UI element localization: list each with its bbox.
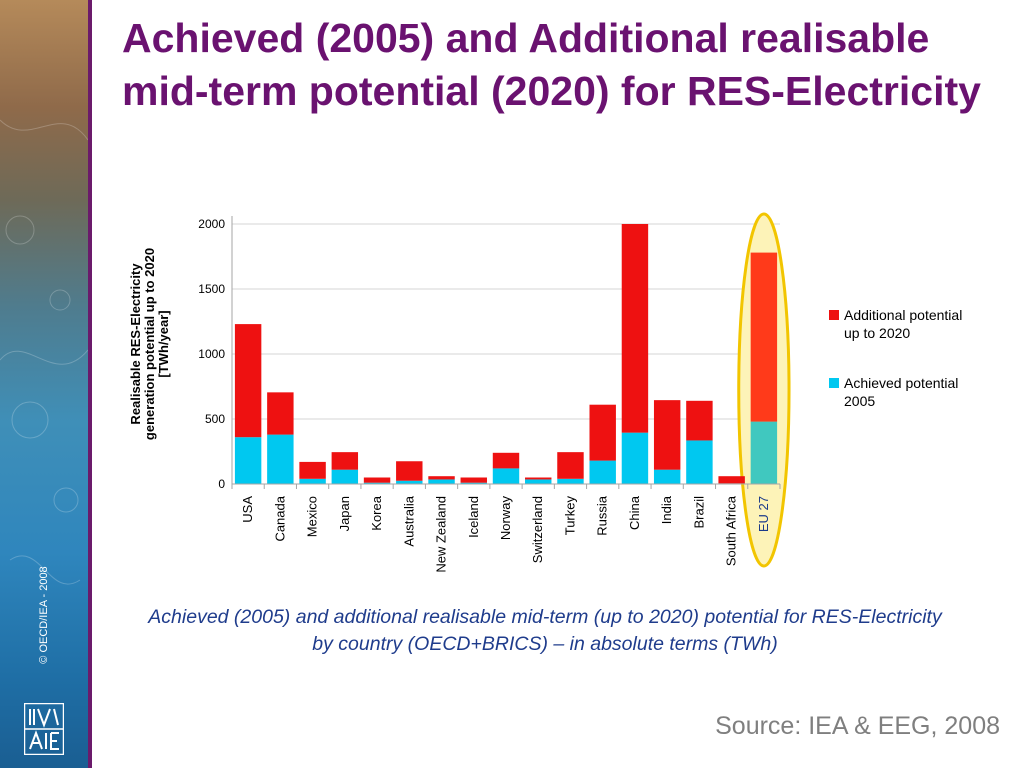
bar-korea-achieved-potential-2005 xyxy=(363,482,391,484)
bar-russia-additional-potential-up-to-2020 xyxy=(589,404,616,461)
y-tick-label-0: 0 xyxy=(218,477,225,491)
bar-india-achieved-potential-2005 xyxy=(653,469,681,484)
bar-new-zealand-additional-potential-up-to-2020 xyxy=(428,476,455,480)
x-tick-label-iceland: Iceland xyxy=(466,496,481,538)
bar-turkey-additional-potential-up-to-2020 xyxy=(557,452,584,479)
sidebar-edge xyxy=(88,0,92,768)
legend-label-line: Achieved potential xyxy=(844,375,958,391)
source-text: Source: IEA & EEG, 2008 xyxy=(715,712,1000,740)
bar-japan-additional-potential-up-to-2020 xyxy=(331,452,359,470)
x-tick-label-japan: Japan xyxy=(337,496,352,531)
bar-russia-achieved-potential-2005 xyxy=(589,460,616,484)
bar-australia-achieved-potential-2005 xyxy=(396,480,423,484)
chart-bars xyxy=(234,224,778,484)
sidebar-decoration: © OECD/IEA - 2008 xyxy=(0,0,88,768)
legend-label-achieved-potential-2005: Achieved potential 2005 xyxy=(844,375,958,409)
bar-mexico-achieved-potential-2005 xyxy=(299,478,326,484)
legend-label-line: up to 2020 xyxy=(844,325,910,341)
x-tick-label-switzerland: Switzerland xyxy=(530,496,545,563)
x-tick-label-china: China xyxy=(627,495,642,530)
y-axis-label-line: Realisable RES-Electricity xyxy=(128,263,143,425)
bar-switzerland-achieved-potential-2005 xyxy=(525,479,552,484)
bar-norway-achieved-potential-2005 xyxy=(492,468,520,484)
bar-india-additional-potential-up-to-2020 xyxy=(653,400,681,470)
x-tick-label-norway: Norway xyxy=(498,496,513,541)
chart-y-ticks: 0 500 1000 1500 2000 xyxy=(198,217,225,491)
bar-norway-additional-potential-up-to-2020 xyxy=(492,452,520,469)
legend-swatch-additional-potential-up-to-2020 xyxy=(829,310,839,320)
x-tick-label-mexico: Mexico xyxy=(305,496,320,537)
chart: 0 500 1000 1500 2000 USA Canada Mexico Japan Kor… xyxy=(128,212,962,573)
y-tick-label-500: 500 xyxy=(205,412,225,426)
x-tick-label-brazil: Brazil xyxy=(691,496,706,529)
chart-legend: Additional potential up to 2020 Achieved p… xyxy=(829,307,962,409)
x-tick-label-south-africa: South Africa xyxy=(724,495,739,566)
bar-china-achieved-potential-2005 xyxy=(621,432,649,484)
bar-korea-additional-potential-up-to-2020 xyxy=(363,477,391,483)
x-tick-label-usa: USA xyxy=(240,496,255,523)
copyright-text: © OECD/IEA - 2008 xyxy=(38,566,50,664)
x-tick-label-new-zealand: New Zealand xyxy=(434,496,449,573)
x-tick-label-korea: Korea xyxy=(369,495,384,530)
bar-iceland-additional-potential-up-to-2020 xyxy=(460,477,487,483)
chart-axes xyxy=(231,216,781,489)
bar-usa-achieved-potential-2005 xyxy=(234,437,262,484)
y-tick-label-2000: 2000 xyxy=(198,217,225,231)
bar-eu-27-achieved-potential-2005 xyxy=(750,421,778,484)
y-tick-label-1000: 1000 xyxy=(198,347,225,361)
legend-label-line: 2005 xyxy=(844,393,875,409)
legend-label-additional-potential-up-to-2020: Additional potential up to 2020 xyxy=(844,307,962,341)
bar-mexico-additional-potential-up-to-2020 xyxy=(299,461,326,479)
legend-label-line: Additional potential xyxy=(844,307,962,323)
x-tick-label-canada: Canada xyxy=(272,495,287,541)
iea-logo xyxy=(24,703,64,755)
bar-canada-additional-potential-up-to-2020 xyxy=(267,392,294,435)
y-axis-label: Realisable RES-Electricitygeneration pot… xyxy=(128,248,171,440)
bar-china-additional-potential-up-to-2020 xyxy=(621,224,649,433)
y-axis-label-line: generation potential up to 2020 xyxy=(142,248,157,440)
bar-canada-achieved-potential-2005 xyxy=(267,434,294,484)
bar-usa-additional-potential-up-to-2020 xyxy=(234,324,262,438)
chart-x-ticks: USA Canada Mexico Japan Korea Australia New Ze… xyxy=(240,495,771,572)
sidebar-texture xyxy=(0,119,88,585)
bar-new-zealand-achieved-potential-2005 xyxy=(428,479,455,484)
legend-swatch-achieved-potential-2005 xyxy=(829,378,839,388)
slide-title: Achieved (2005) and Additional realisabl… xyxy=(122,15,981,114)
x-tick-label-turkey: Turkey xyxy=(562,496,577,536)
x-tick-label-russia: Russia xyxy=(595,495,610,536)
bar-eu-27-additional-potential-up-to-2020 xyxy=(750,252,778,422)
bar-japan-achieved-potential-2005 xyxy=(331,469,359,484)
bar-south-africa-additional-potential-up-to-2020 xyxy=(718,476,745,484)
bar-iceland-achieved-potential-2005 xyxy=(460,482,487,484)
x-tick-label-australia: Australia xyxy=(401,495,416,546)
figure-caption: Achieved (2005) and additional realisabl… xyxy=(148,606,942,655)
bar-switzerland-additional-potential-up-to-2020 xyxy=(525,477,552,480)
chart-grid xyxy=(232,223,780,420)
bar-turkey-achieved-potential-2005 xyxy=(557,478,584,484)
x-tick-label-india: India xyxy=(659,495,674,524)
bar-australia-additional-potential-up-to-2020 xyxy=(396,461,423,481)
y-tick-label-1500: 1500 xyxy=(198,282,225,296)
bar-brazil-achieved-potential-2005 xyxy=(686,440,713,484)
y-axis-label-line: [TWh/year] xyxy=(156,310,171,377)
bar-brazil-additional-potential-up-to-2020 xyxy=(686,400,713,441)
x-tick-label-eu-27: EU 27 xyxy=(756,496,771,532)
